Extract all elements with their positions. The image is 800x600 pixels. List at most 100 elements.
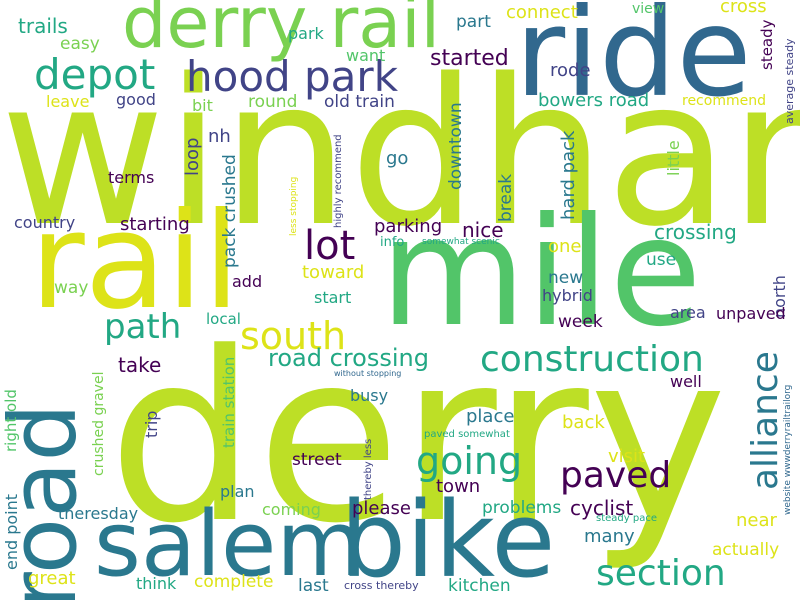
word-park: park: [288, 24, 324, 43]
word-many: many: [584, 526, 635, 547]
word-rail: rail: [30, 185, 241, 339]
word-salem: salem: [94, 492, 365, 597]
word-hard-pack: hard pack: [558, 130, 579, 220]
word-country: country: [14, 213, 76, 232]
word-bit: bit: [192, 96, 213, 115]
word-pack-crushed: pack crushed: [220, 154, 240, 268]
word-break: break: [496, 173, 516, 222]
word-little: little: [664, 140, 683, 176]
word-easy: easy: [60, 34, 100, 54]
word-last: last: [298, 576, 329, 596]
word-crossing: crossing: [654, 220, 737, 244]
word-unpaved: unpaved: [716, 304, 786, 323]
word-downtown: downtown: [446, 102, 466, 190]
word-view: view: [632, 1, 665, 17]
word-road-crossing: road crossing: [268, 344, 429, 372]
word-plan: plan: [220, 482, 255, 501]
word-derry: derry: [108, 303, 728, 575]
word-back: back: [562, 412, 605, 433]
word-steady-pace: steady pace: [596, 513, 657, 524]
word-construction: construction: [480, 339, 704, 380]
word-take: take: [118, 353, 162, 377]
word-parking: parking: [374, 216, 443, 237]
word-recommend: recommend: [682, 93, 766, 109]
word-street: street: [292, 450, 342, 470]
word-ride: ride: [515, 0, 752, 124]
word-round: round: [248, 92, 298, 112]
word-going: going: [416, 439, 523, 483]
word-path: path: [104, 307, 182, 347]
word-cyclist: cyclist: [570, 496, 634, 520]
word-place: place: [466, 406, 515, 427]
word-add: add: [232, 272, 263, 291]
word-less-stopping: less stopping: [289, 176, 299, 236]
word-paved: paved: [560, 455, 672, 496]
word-think: think: [136, 574, 177, 593]
word-area: area: [670, 303, 706, 322]
word-new: new: [548, 268, 584, 288]
word-trip: trip: [142, 410, 161, 438]
word-toward: toward: [302, 262, 365, 283]
word-near: near: [736, 510, 777, 531]
word-mile: mile: [380, 186, 702, 360]
word-nice: nice: [462, 218, 504, 242]
word-way: way: [54, 278, 89, 298]
word-section: section: [596, 553, 726, 594]
word-great: great: [28, 568, 76, 589]
word-trails: trails: [18, 14, 68, 38]
word-rode: rode: [550, 60, 591, 81]
word-old-train: old train: [324, 92, 395, 112]
word-use: use: [646, 250, 677, 270]
word-local: local: [206, 310, 241, 328]
word-nh: nh: [208, 126, 231, 147]
word-week: week: [558, 312, 603, 332]
word-right-old: right old: [2, 389, 20, 452]
word-starting: starting: [120, 214, 190, 235]
word-problems: problems: [482, 498, 562, 518]
word-derry-rail: derry rail: [122, 0, 441, 64]
word-crushed-gravel: crushed gravel: [91, 371, 107, 476]
word-started: started: [430, 46, 509, 71]
word-one: one: [548, 236, 582, 257]
word-cross: cross: [720, 0, 767, 17]
word-go: go: [386, 148, 409, 169]
word-cross-thereby: cross thereby: [344, 579, 419, 592]
word-without-stopping: without stopping: [334, 369, 402, 378]
word-actually: actually: [712, 540, 780, 560]
word-hood-park: hood park: [186, 52, 399, 101]
word-somewhat-scenic: somewhat scenic: [422, 237, 500, 247]
word-hybrid: hybrid: [542, 286, 593, 305]
word-info: info: [380, 235, 405, 250]
word-highly-recommend: highly recommend: [333, 134, 344, 228]
word-theresday: theresday: [58, 504, 139, 523]
word-depot: depot: [34, 50, 156, 99]
word-train-station: train station: [220, 356, 238, 448]
word-want: want: [346, 46, 386, 65]
word-coming: coming: [262, 500, 321, 519]
word-end-point: end point: [2, 493, 21, 570]
word-paved-somewhat: paved somewhat: [424, 429, 510, 440]
word-kitchen: kitchen: [448, 576, 511, 596]
word-leave: leave: [46, 92, 90, 111]
word-loop: loop: [182, 137, 203, 176]
word-lot: lot: [304, 223, 356, 269]
word-please: please: [352, 498, 411, 519]
word-terms: terms: [108, 168, 155, 187]
word-thereby-less: thereby less: [363, 438, 374, 500]
word-average-steady: average steady: [783, 38, 796, 124]
word-part: part: [456, 12, 491, 32]
word-well: well: [670, 372, 702, 391]
word-busy: busy: [350, 386, 389, 405]
word-south: south: [240, 314, 347, 358]
word-connect: connect: [506, 2, 578, 23]
word-website: website wwwderryrailtrailorg: [783, 384, 793, 515]
word-steady: steady: [758, 19, 776, 70]
word-bike: bike: [340, 479, 556, 600]
word-bowers-road: bowers road: [538, 90, 650, 111]
word-start: start: [314, 288, 352, 307]
word-complete: complete: [194, 572, 274, 592]
word-town: town: [436, 476, 481, 497]
word-good: good: [116, 90, 156, 109]
